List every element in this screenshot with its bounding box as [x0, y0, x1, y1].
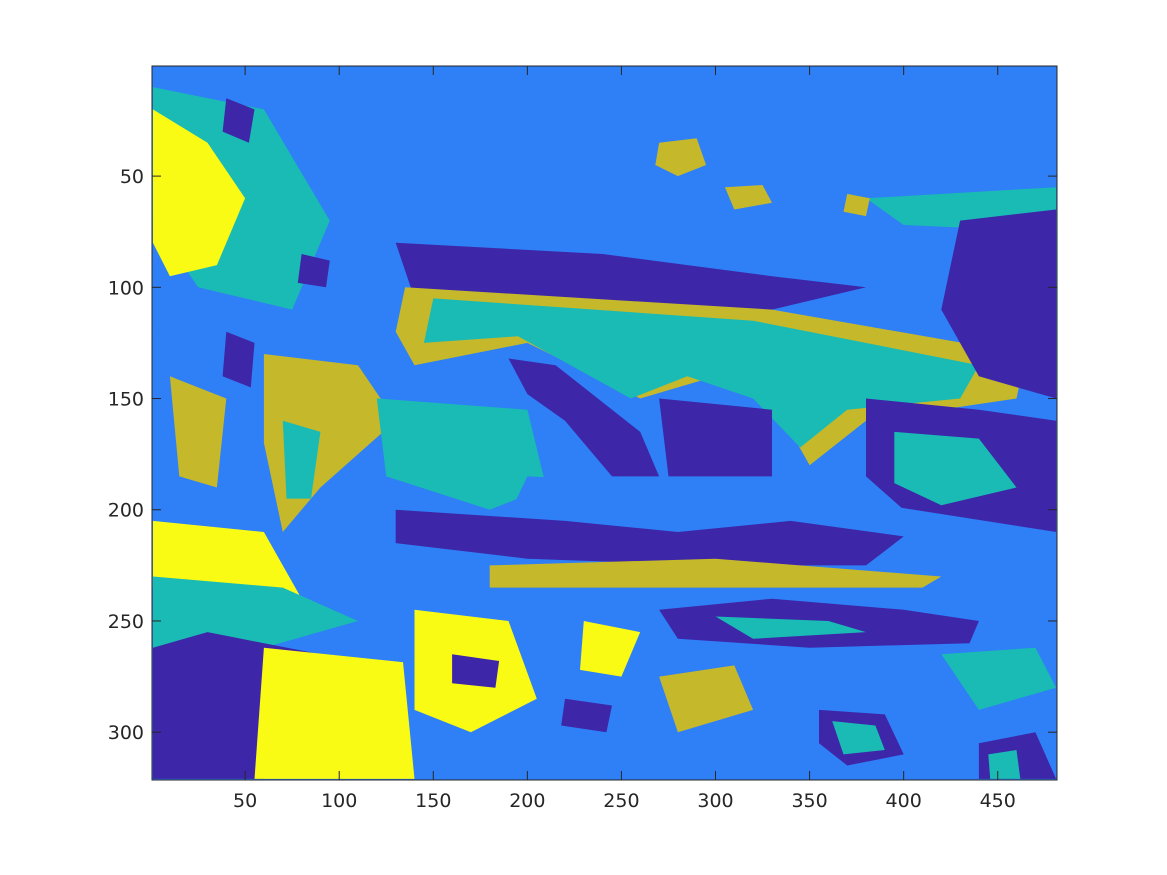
x-tick-label: 350 [791, 790, 827, 812]
heatmap-region-17 [254, 647, 434, 779]
x-tick-label: 100 [321, 790, 357, 812]
x-tick-label: 50 [233, 790, 257, 812]
x-tick-label: 450 [980, 790, 1016, 812]
y-tick-label: 300 [108, 722, 144, 744]
heatmap-region-10 [222, 331, 255, 388]
x-tick-label: 400 [886, 790, 922, 812]
heatmap-region-15 [152, 576, 358, 648]
axes-frame [151, 65, 1058, 781]
heatmap-region-42 [988, 750, 1021, 779]
heatmap-region-9 [297, 254, 330, 288]
y-tick-label: 200 [108, 500, 144, 522]
heatmap-region-28 [395, 509, 904, 566]
y-axis: 50 100 150 200 250 300 [108, 166, 1057, 744]
plot-area [152, 66, 1057, 780]
heatmap-region-39 [659, 665, 754, 733]
heatmap-region-11 [169, 376, 227, 488]
heatmap-region-7 [152, 109, 246, 277]
heatmap-region-34 [832, 721, 885, 755]
heatmap-region-20 [423, 298, 979, 448]
heatmap-region-24 [894, 431, 1017, 506]
x-tick-label: 200 [509, 790, 545, 812]
x-tick-label: 300 [697, 790, 733, 812]
heatmap-region-26 [376, 398, 547, 510]
x-tick-label: 250 [603, 790, 639, 812]
heatmap-region-3 [724, 185, 772, 210]
heatmap-region-18 [395, 242, 866, 310]
x-axis: 50 100 150 200 250 300 350 400 450 [233, 66, 1016, 812]
heatmap-region-37 [452, 654, 500, 688]
y-tick-label: 50 [120, 166, 144, 188]
heatmap-region-36 [580, 621, 641, 677]
heatmap-region-22 [659, 398, 772, 477]
heatmap-region-8 [222, 98, 255, 143]
y-tick-label: 150 [108, 389, 144, 411]
heatmap-region-2 [655, 138, 707, 177]
y-tick-label: 250 [108, 611, 144, 633]
heatmap-region-25 [941, 209, 1057, 399]
heatmap-region-32 [715, 616, 866, 639]
heatmap-region-0 [152, 67, 1057, 299]
heatmap-region-38 [561, 698, 612, 733]
x-tick-label: 150 [415, 790, 451, 812]
y-tick-label: 100 [108, 277, 144, 299]
heatmap-region-13 [282, 420, 321, 499]
heatmap-region-4 [843, 193, 870, 217]
heatmap-region-40 [941, 647, 1057, 710]
heatmap-region-21 [508, 358, 660, 477]
